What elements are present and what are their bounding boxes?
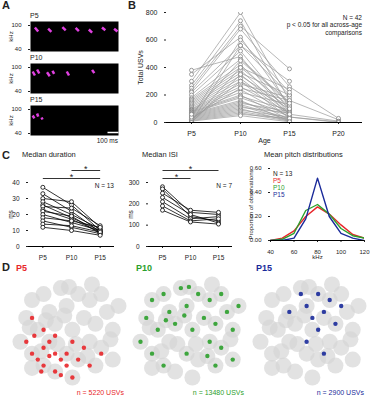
svg-text:40: 40	[267, 249, 274, 255]
svg-text:30: 30	[12, 195, 20, 202]
html-text:N = 13: N = 13	[94, 182, 114, 189]
svg-text:80: 80	[314, 248, 321, 255]
svg-text:0: 0	[16, 243, 20, 250]
svg-text:*: *	[84, 164, 88, 174]
html-text:N = 13: N = 13	[273, 170, 293, 177]
html-text:n = 2900 USVs: n = 2900 USVs	[316, 389, 364, 396]
html-text:P10: P10	[30, 54, 43, 61]
svg-text:P15: P15	[94, 254, 106, 261]
svg-text:Proportion of observations: Proportion of observations	[248, 169, 254, 239]
html-text:100 ms: 100 ms	[96, 137, 118, 144]
svg-text:0: 0	[154, 119, 158, 126]
svg-text:Total USVs: Total USVs	[137, 50, 144, 85]
svg-text:40: 40	[15, 130, 22, 136]
svg-text:0.20: 0.20	[249, 213, 262, 220]
svg-text:P5: P5	[39, 254, 47, 261]
html-text:P15: P15	[273, 191, 285, 199]
html-text:P10: P10	[273, 184, 285, 192]
html-text:Mean pitch distributions: Mean pitch distributions	[264, 150, 343, 159]
svg-text:0: 0	[136, 243, 140, 250]
html-text:B: B	[128, 0, 136, 11]
svg-text:P10: P10	[66, 254, 78, 261]
svg-text:kHz: kHz	[8, 73, 14, 83]
svg-text:*: *	[175, 172, 179, 182]
html-text:P5: P5	[30, 12, 39, 19]
svg-text:P5: P5	[159, 254, 167, 261]
svg-text:100: 100	[129, 221, 140, 228]
html-text:P15: P15	[256, 263, 272, 273]
svg-text:*: *	[70, 172, 74, 182]
svg-text:20: 20	[12, 210, 20, 218]
svg-text:10: 10	[12, 227, 20, 234]
html-text:Median ISI: Median ISI	[142, 150, 178, 159]
html-text:A: A	[2, 0, 10, 11]
svg-text:300: 300	[129, 179, 140, 186]
svg-text:P10: P10	[234, 130, 247, 137]
svg-text:40: 40	[12, 179, 20, 186]
html-text:p < 0.05 for all across-age co: p < 0.05 for all across-age comparisons	[286, 21, 362, 36]
svg-text:P20: P20	[332, 130, 345, 137]
svg-text:0.00: 0.00	[249, 237, 262, 244]
html-text:P15: P15	[30, 96, 43, 103]
svg-text:0.60: 0.60	[249, 165, 262, 172]
html-text:P5: P5	[16, 263, 27, 273]
svg-text:ms: ms	[127, 209, 134, 218]
html-text:D: D	[2, 261, 10, 273]
svg-text:P10: P10	[185, 254, 197, 261]
svg-text:800: 800	[146, 9, 158, 16]
html-text:n = 5220 USVs: n = 5220 USVs	[76, 389, 124, 396]
svg-text:ms: ms	[7, 209, 14, 218]
svg-text:100: 100	[11, 106, 22, 112]
svg-text:200: 200	[146, 91, 158, 98]
svg-text:kHz: kHz	[8, 115, 14, 125]
svg-text:P15: P15	[283, 130, 296, 137]
svg-text:*: *	[189, 164, 193, 174]
svg-text:200: 200	[129, 200, 140, 207]
html-text:C: C	[2, 149, 10, 161]
svg-text:600: 600	[146, 36, 158, 43]
svg-text:400: 400	[146, 64, 158, 71]
svg-text:kHz: kHz	[312, 254, 322, 260]
svg-text:120: 120	[359, 249, 370, 255]
svg-text:60: 60	[291, 249, 298, 255]
html-text:n = 13480 USVs: n = 13480 USVs	[192, 389, 244, 396]
svg-text:P5: P5	[187, 130, 196, 137]
svg-text:100: 100	[11, 64, 22, 70]
html-text:Median duration: Median duration	[22, 150, 76, 159]
html-text:P10: P10	[136, 263, 152, 273]
svg-text:P15: P15	[213, 254, 225, 261]
svg-text:100: 100	[11, 22, 22, 28]
svg-text:40: 40	[15, 88, 22, 94]
svg-text:0.40: 0.40	[249, 189, 262, 196]
html-text:N = 7: N = 7	[216, 182, 232, 189]
svg-text:kHz: kHz	[8, 31, 14, 41]
html-text:P5: P5	[273, 177, 281, 185]
svg-text:Age: Age	[258, 137, 271, 145]
svg-text:100: 100	[336, 249, 347, 255]
svg-text:40: 40	[15, 46, 22, 52]
html-text:N = 42: N = 42	[342, 14, 362, 21]
